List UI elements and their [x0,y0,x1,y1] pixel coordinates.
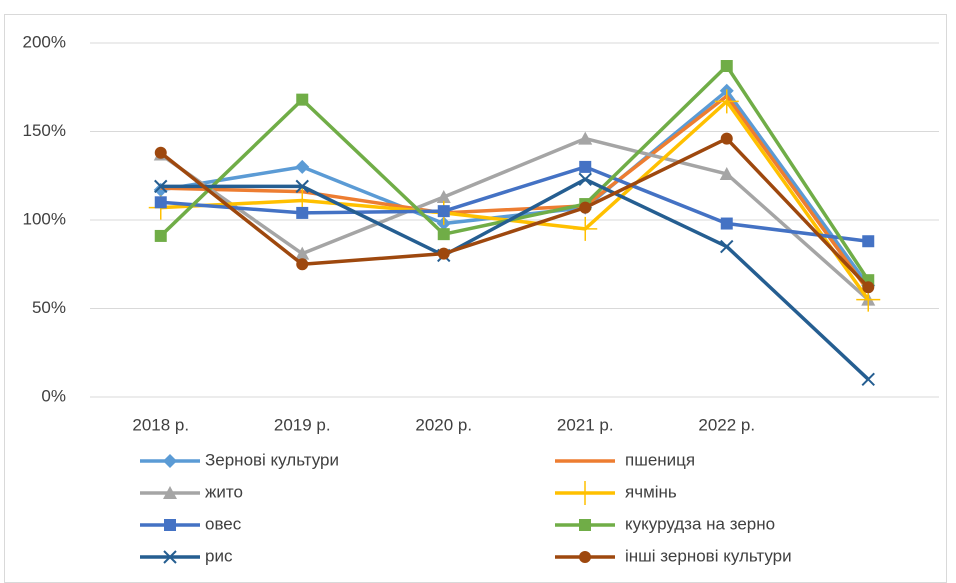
legend-marker [163,454,177,468]
legend-label: Зернові культури [205,450,339,469]
point-marker [437,205,450,218]
point-marker [296,206,309,219]
point-marker [154,146,167,159]
x-tick-label: 2018 р. [132,415,189,434]
point-marker [573,216,598,241]
point-marker [436,189,451,203]
y-tick-label: 100% [23,209,66,228]
legend-label: овес [205,514,242,533]
series-line [159,136,870,301]
legend-label: кукурудза на зерно [625,514,775,533]
point-marker [154,179,168,194]
legend-marker [164,519,176,531]
point-marker [862,281,875,294]
series-line [160,165,869,243]
x-tick-label: 2022 р. [698,415,755,434]
series-line [160,94,870,292]
point-marker [296,258,309,271]
x-tick-label: 2019 р. [274,415,331,434]
point-marker [578,131,593,145]
point-marker [720,60,733,73]
legend-label: інші зернові культури [625,546,792,565]
legend-label: жито [205,482,243,501]
legend-label: пшениця [625,450,695,469]
legend-marker [573,481,597,505]
point-marker [295,179,309,194]
legend-marker [579,519,591,531]
point-marker [437,228,450,241]
chart-frame [4,14,947,583]
legend-label: рис [205,546,233,565]
y-tick-label: 200% [23,32,66,51]
point-marker [579,201,592,214]
point-marker [437,247,450,260]
point-marker [296,93,309,106]
point-marker [720,239,734,254]
y-tick-label: 0% [41,386,66,405]
point-marker [714,89,739,114]
point-marker [579,160,592,173]
point-marker [578,172,592,186]
point-marker [295,246,310,260]
point-marker [154,229,167,242]
x-tick-label: 2021 р. [557,415,614,434]
y-tick-label: 150% [23,121,66,140]
point-marker [720,132,733,145]
legend-marker [163,486,177,499]
series-line [160,177,870,381]
legend-label: ячмінь [625,482,677,501]
y-tick-label: 50% [32,298,66,317]
point-marker [862,235,875,248]
series-line [159,136,870,289]
legend-marker [579,551,591,563]
point-marker [154,196,167,209]
legend-marker [163,550,177,564]
point-marker [861,372,875,387]
point-marker [720,217,733,230]
point-marker [719,166,734,180]
x-tick-label: 2020 р. [415,415,472,434]
point-marker [295,159,310,174]
